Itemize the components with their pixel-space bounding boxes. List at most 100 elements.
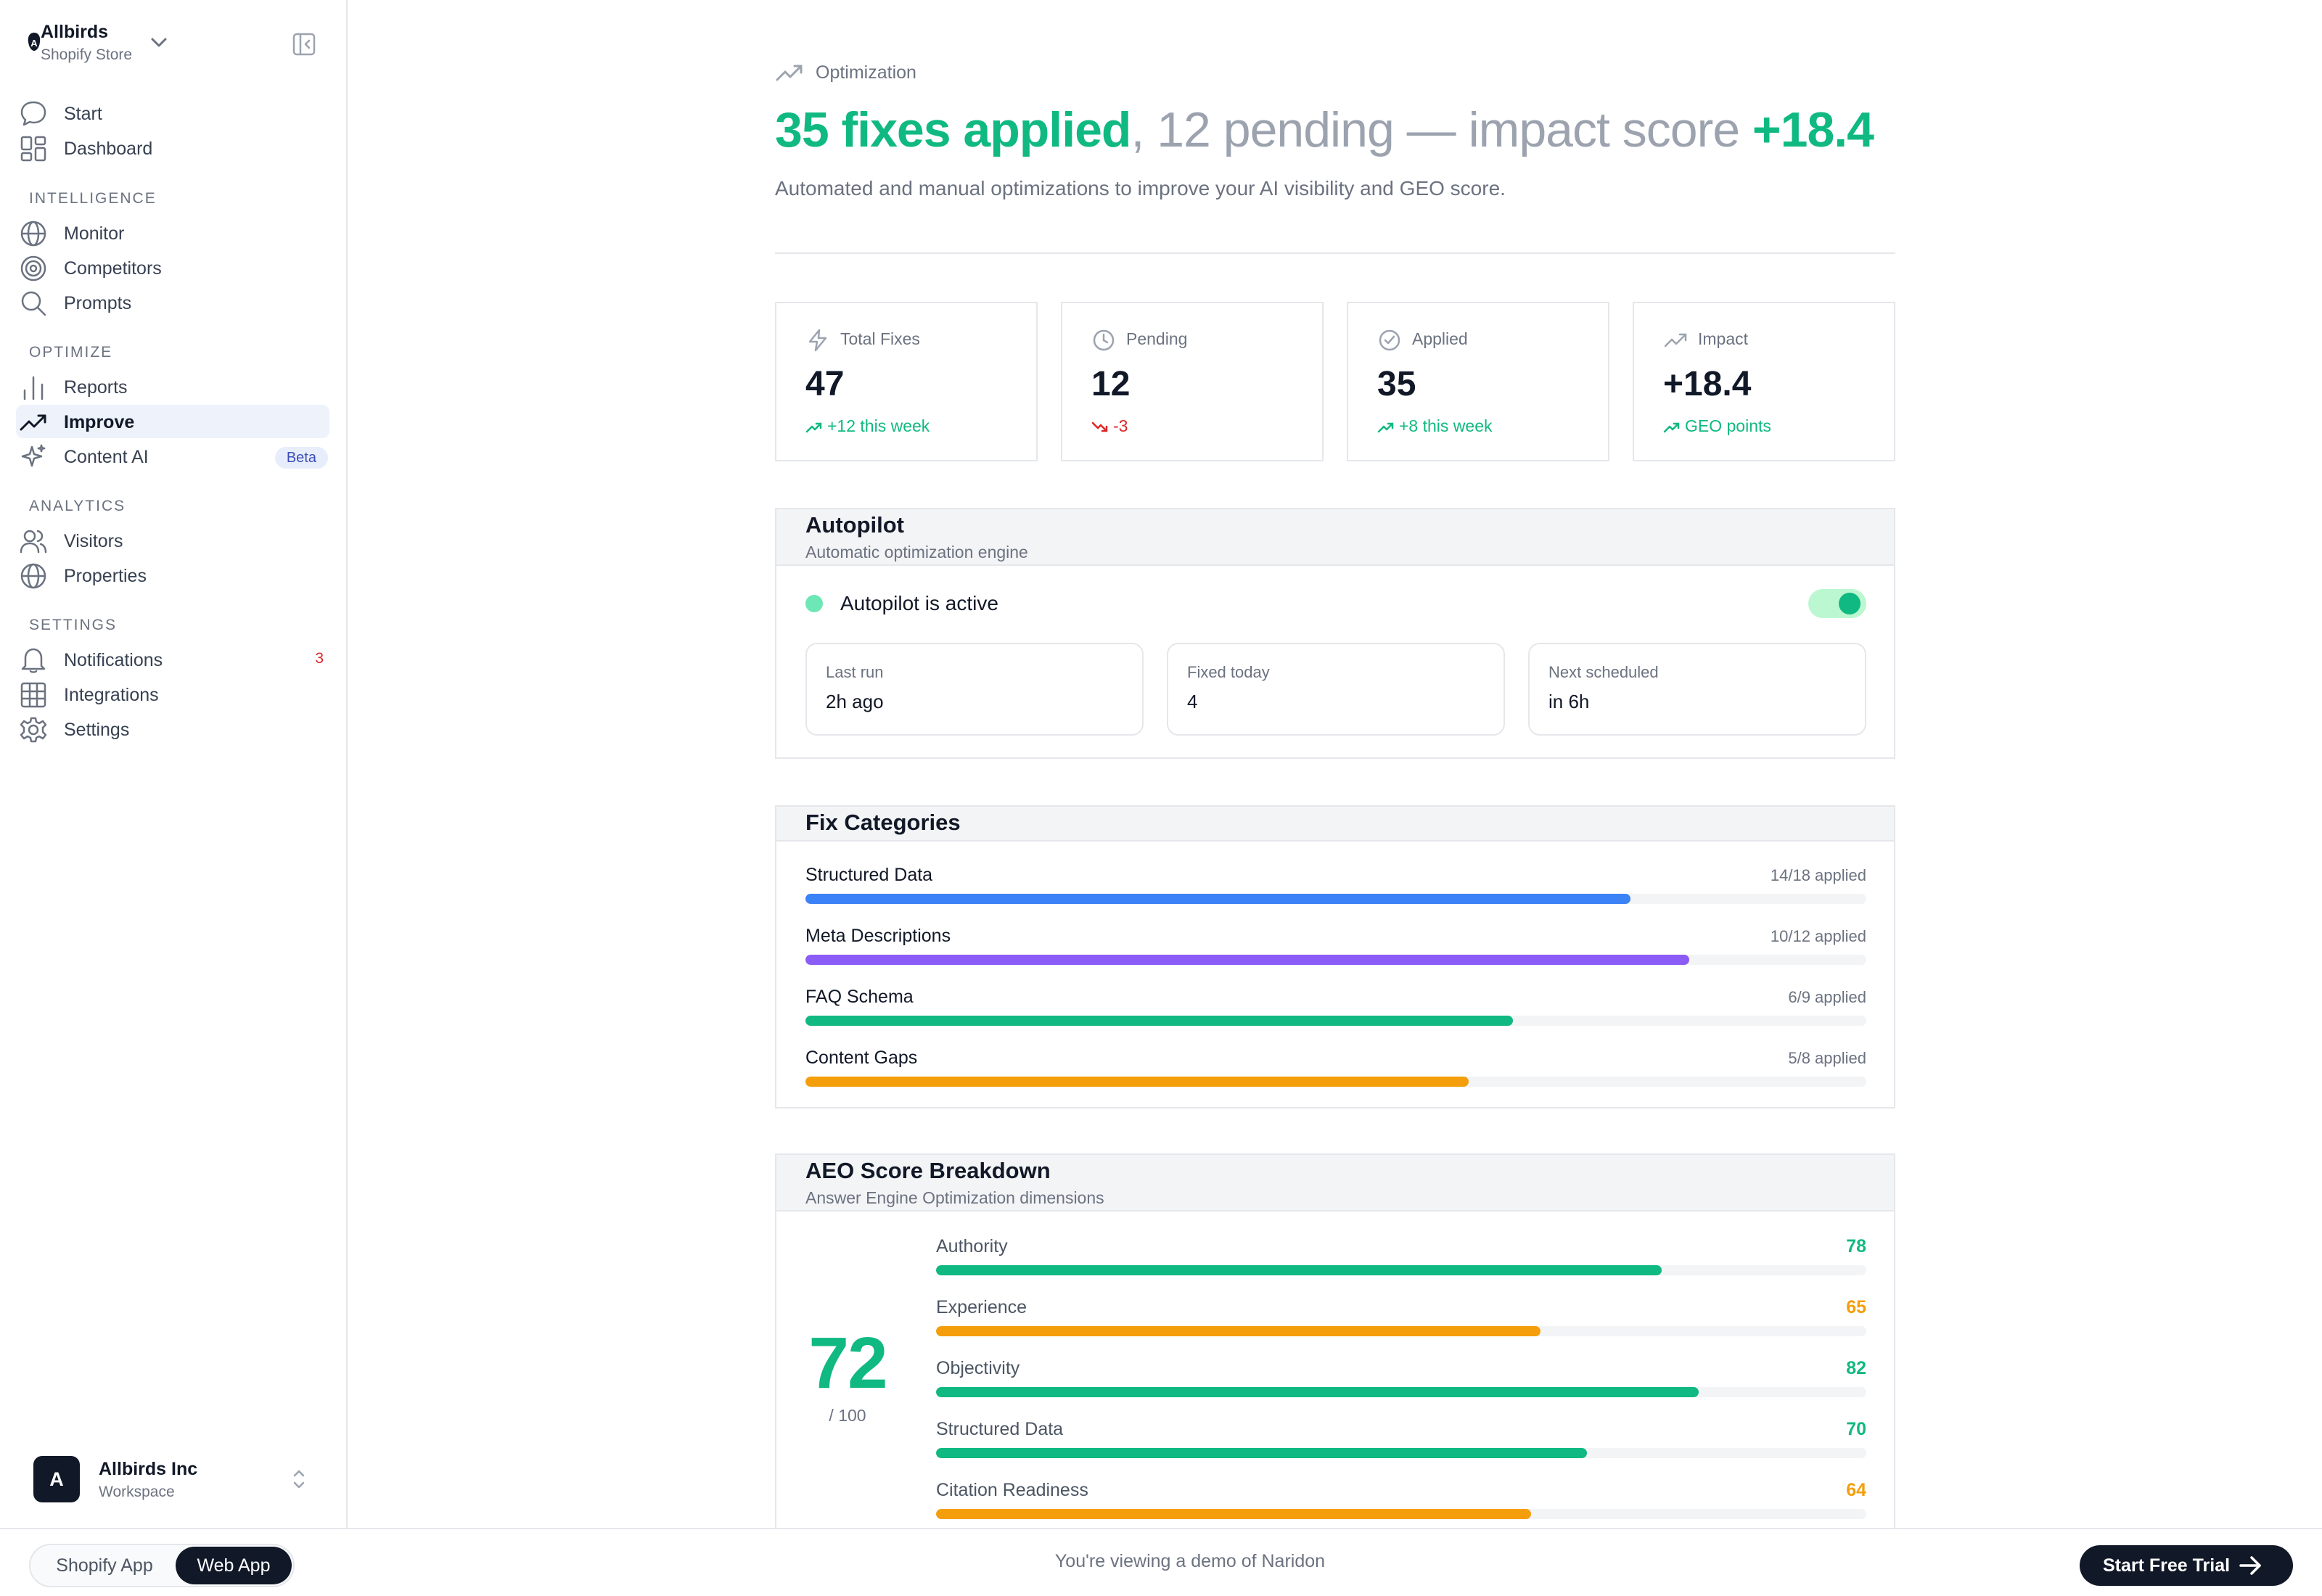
metric-label: Fixed today bbox=[1187, 663, 1270, 681]
web-app-button[interactable]: Web App bbox=[176, 1547, 292, 1584]
dimension-row-experience: Experience 65 bbox=[936, 1297, 1866, 1348]
autopilot-toggle[interactable] bbox=[1808, 589, 1866, 618]
nav-notifications[interactable]: Notifications 3 bbox=[16, 643, 329, 676]
nav-reports[interactable]: Reports bbox=[16, 370, 329, 403]
section-label-intelligence: INTELLIGENCE bbox=[29, 190, 157, 207]
stat-change-text: +8 this week bbox=[1399, 416, 1493, 435]
fix-categories-card: Fix Categories Structured Data 14/18 app… bbox=[775, 805, 1895, 1108]
dimension-score: 82 bbox=[1846, 1358, 1866, 1378]
bottom-bar: Shopify App Web App You're viewing a dem… bbox=[0, 1528, 2322, 1596]
sidebar: A Allbirds Shopify Store Start Dashboard… bbox=[0, 0, 348, 1528]
store-switcher[interactable]: A Allbirds Shopify Store bbox=[26, 20, 324, 68]
headline-pending: , 12 pending — impact score bbox=[1131, 102, 1752, 157]
progress-track bbox=[936, 1509, 1866, 1519]
nav-content-ai[interactable]: Content AI Beta bbox=[16, 440, 329, 473]
nav-label: Visitors bbox=[64, 531, 123, 551]
headline-applied: 35 fixes applied bbox=[775, 102, 1131, 157]
stat-change: +8 this week bbox=[1377, 416, 1493, 436]
nav-settings[interactable]: Settings bbox=[16, 712, 329, 746]
trend-up-icon bbox=[1663, 422, 1680, 433]
stat-value: 35 bbox=[1377, 365, 1416, 403]
breadcrumb-label: Optimization bbox=[816, 62, 916, 83]
nav-improve[interactable]: Improve bbox=[16, 405, 329, 438]
metric-fixed-today: Fixed today 4 bbox=[1167, 643, 1505, 736]
trend-up-icon bbox=[805, 422, 822, 433]
nav-dashboard[interactable]: Dashboard bbox=[16, 131, 329, 165]
card-title: Autopilot bbox=[805, 512, 905, 538]
chevron-down-icon bbox=[151, 38, 167, 47]
nav-label: Integrations bbox=[64, 685, 159, 705]
stat-label: Applied bbox=[1412, 329, 1468, 348]
nav-label: Reports bbox=[64, 377, 128, 398]
arrow-right-icon bbox=[2239, 1556, 2261, 1575]
category-row-faq-schema: FAQ Schema 6/9 applied bbox=[805, 987, 1866, 1037]
dimension-name: Citation Readiness bbox=[936, 1480, 1088, 1500]
section-label-analytics: ANALYTICS bbox=[29, 498, 126, 514]
nav-label: Dashboard bbox=[64, 139, 153, 159]
stat-change-text: GEO points bbox=[1685, 416, 1771, 435]
category-progress-label: 5/8 applied bbox=[1788, 1049, 1866, 1067]
nav-label: Prompts bbox=[64, 293, 132, 313]
chat-bubble-icon bbox=[20, 101, 46, 126]
dimension-score: 64 bbox=[1846, 1480, 1866, 1500]
progress-fill bbox=[805, 1077, 1469, 1087]
nav-competitors[interactable]: Competitors bbox=[16, 251, 329, 284]
autopilot-card: Autopilot Automatic optimization engine … bbox=[775, 508, 1895, 759]
workspace-switcher[interactable]: A Allbirds Inc Workspace bbox=[33, 1450, 324, 1508]
trending-up-icon bbox=[1664, 333, 1687, 347]
metric-label: Last run bbox=[826, 663, 884, 681]
progress-fill bbox=[936, 1509, 1532, 1519]
dimension-name: Experience bbox=[936, 1297, 1027, 1317]
metric-value: 4 bbox=[1187, 691, 1198, 712]
workspace-type: Workspace bbox=[99, 1484, 175, 1500]
collapse-sidebar-icon[interactable] bbox=[292, 32, 316, 57]
card-title: AEO Score Breakdown bbox=[805, 1158, 1051, 1183]
aeo-breakdown-card: AEO Score Breakdown Answer Engine Optimi… bbox=[775, 1153, 1895, 1528]
progress-fill bbox=[936, 1326, 1541, 1336]
metric-value: in 6h bbox=[1548, 691, 1590, 712]
nav-properties[interactable]: Properties bbox=[16, 559, 329, 592]
metric-next-scheduled: Next scheduled in 6h bbox=[1528, 643, 1866, 736]
clock-icon bbox=[1093, 329, 1115, 351]
stat-label: Impact bbox=[1698, 329, 1749, 348]
category-row-meta-descriptions: Meta Descriptions 10/12 applied bbox=[805, 926, 1866, 976]
dimension-row-authority: Authority 78 bbox=[936, 1236, 1866, 1287]
card-title: Fix Categories bbox=[805, 810, 961, 835]
nav-visitors[interactable]: Visitors bbox=[16, 524, 329, 557]
progress-track bbox=[805, 955, 1866, 965]
bell-icon bbox=[21, 648, 46, 673]
trend-up-icon bbox=[1377, 422, 1394, 433]
headline-score: +18.4 bbox=[1752, 102, 1874, 157]
divider bbox=[775, 252, 1895, 254]
metric-label: Next scheduled bbox=[1548, 663, 1659, 681]
start-free-trial-button[interactable]: Start Free Trial bbox=[2080, 1545, 2293, 1586]
card-header: Fix Categories bbox=[776, 807, 1894, 842]
dimension-name: Structured Data bbox=[936, 1419, 1064, 1439]
nav-label: Improve bbox=[64, 412, 135, 432]
store-name: Allbirds bbox=[41, 22, 109, 42]
progress-fill bbox=[805, 955, 1690, 965]
progress-track bbox=[936, 1448, 1866, 1458]
dimension-row-objectivity: Objectivity 82 bbox=[936, 1358, 1866, 1409]
aeo-total-score: 72 bbox=[808, 1323, 887, 1404]
shopify-app-button[interactable]: Shopify App bbox=[56, 1555, 153, 1576]
card-header: AEO Score Breakdown Answer Engine Optimi… bbox=[776, 1155, 1894, 1212]
nav-integrations[interactable]: Integrations bbox=[16, 678, 329, 711]
nav-prompts[interactable]: Prompts bbox=[16, 286, 329, 319]
trending-up-icon bbox=[776, 65, 803, 81]
nav-label: Properties bbox=[64, 566, 147, 586]
category-name: Meta Descriptions bbox=[805, 926, 951, 946]
category-name: FAQ Schema bbox=[805, 987, 914, 1007]
target-icon bbox=[20, 255, 46, 281]
demo-notice: You're viewing a demo of Naridon bbox=[1054, 1551, 1326, 1571]
status-indicator bbox=[805, 595, 823, 612]
toggle-knob bbox=[1839, 593, 1861, 614]
stat-card-total-fixes: Total Fixes 47 +12 this week bbox=[775, 302, 1038, 461]
gear-icon bbox=[20, 717, 47, 743]
dimension-name: Objectivity bbox=[936, 1358, 1020, 1378]
beta-badge: Beta bbox=[274, 447, 328, 469]
progress-track bbox=[936, 1326, 1866, 1336]
nav-start[interactable]: Start bbox=[16, 96, 329, 130]
nav-monitor[interactable]: Monitor bbox=[16, 216, 329, 250]
dimension-score: 65 bbox=[1846, 1297, 1866, 1317]
